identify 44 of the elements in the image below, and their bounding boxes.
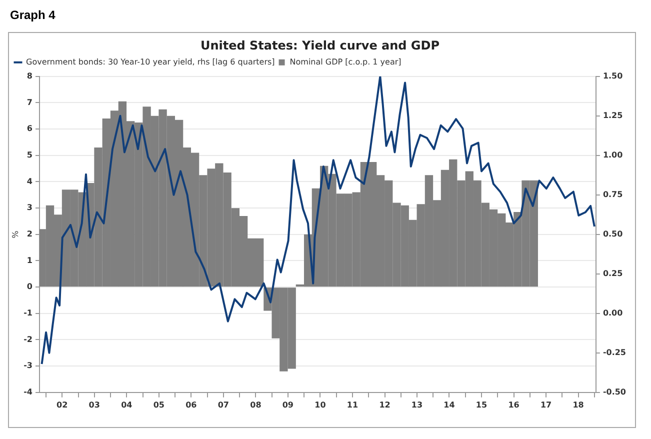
y2-tick-label: 0.50 <box>602 229 624 238</box>
y-tick-label: -1 <box>24 308 33 318</box>
x-tick-label: 04 <box>121 400 133 410</box>
x-tick-label: 06 <box>186 400 198 410</box>
y-tick-label: 7 <box>26 98 32 107</box>
x-tick-label: 05 <box>153 400 165 410</box>
y2-tick-label: 0.75 <box>602 190 624 199</box>
chart-title: United States: Yield curve and GDP <box>200 38 440 52</box>
x-tick-label: 02 <box>56 400 68 410</box>
x-tick-label: 18 <box>572 400 584 410</box>
y2-tick-label: -0.50 <box>602 387 626 396</box>
y-tick-label: 6 <box>26 124 33 134</box>
y-tick-label: -2 <box>24 334 32 344</box>
x-tick-label: 03 <box>88 400 100 410</box>
x-tick-label: 17 <box>540 400 552 410</box>
x-tick-label: 08 <box>250 400 262 410</box>
y-tick-label: 3 <box>26 203 32 212</box>
legend-label: Nominal GDP [c.o.p. 1 year] <box>290 57 402 66</box>
y2-tick-label: 0.25 <box>602 268 624 278</box>
y-tick-label: 2 <box>26 229 32 238</box>
y-axis-title: % <box>10 230 20 238</box>
x-tick-label: 09 <box>282 400 294 410</box>
caption: Graph 4 <box>10 8 56 22</box>
y-tick-label: -3 <box>24 361 32 370</box>
x-tick-label: 14 <box>444 400 456 410</box>
y2-tick-label: -0.25 <box>602 348 626 357</box>
x-tick-label: 13 <box>411 400 423 410</box>
y2-tick-label: 1.25 <box>602 110 624 120</box>
y-tick-label: 5 <box>26 150 33 160</box>
y2-tick-label: 0.00 <box>602 308 624 318</box>
y-tick-label: 4 <box>26 176 33 186</box>
x-tick-label: 16 <box>508 400 520 410</box>
x-tick-label: 10 <box>314 400 326 410</box>
y2-tick-label: 1.50 <box>602 71 624 80</box>
x-tick-label: 07 <box>218 400 229 410</box>
y-tick-label: -4 <box>24 387 33 396</box>
x-tick-label: 15 <box>476 400 488 410</box>
x-tick-label: 11 <box>346 400 358 410</box>
legend-label: Government bonds: 30 Year-10 year yield, rhs [lag 6 quarters] <box>26 57 275 66</box>
y2-tick-label: 1.00 <box>602 150 624 160</box>
y-tick-label: 0 <box>26 282 33 292</box>
x-tick-label: 12 <box>379 400 390 410</box>
y-tick-label: 1 <box>26 256 33 265</box>
y-tick-label: 8 <box>26 71 33 80</box>
